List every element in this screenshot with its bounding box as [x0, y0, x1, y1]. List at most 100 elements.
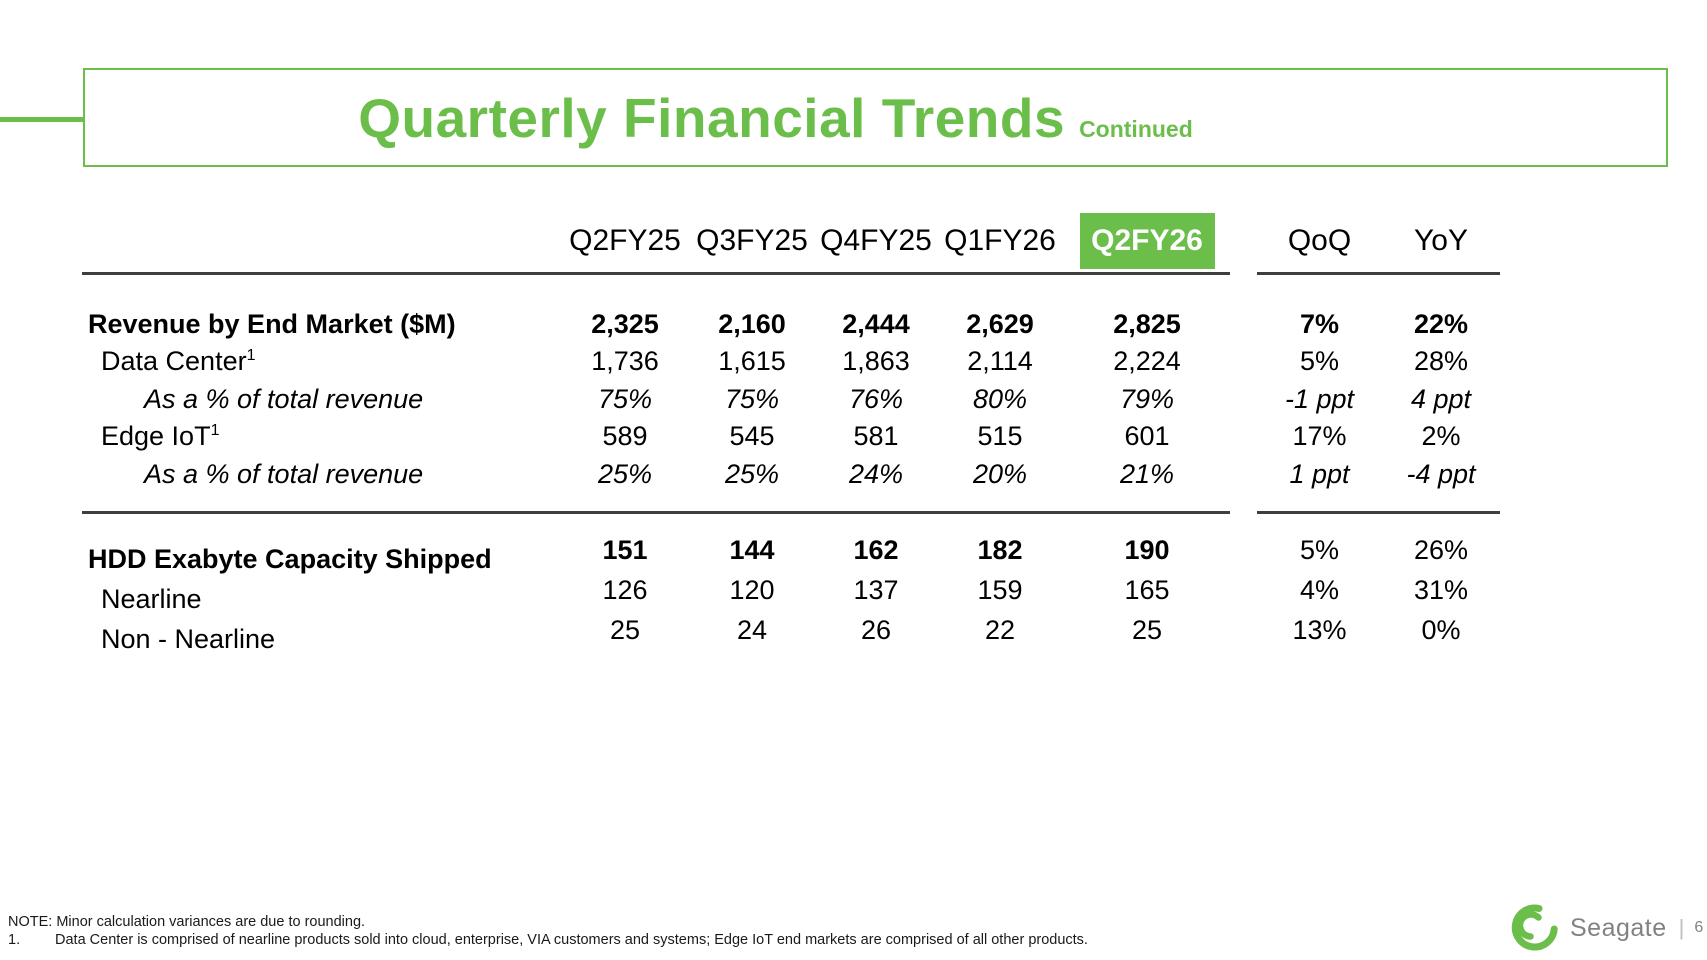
table-row: Revenue by End Market ($M) 2,325 2,160 2… [82, 305, 1500, 343]
section-divider-rule-main [82, 511, 1230, 514]
title-group: Quarterly Financial Trends Continued [85, 86, 1466, 150]
cell-value: 25% [597, 459, 653, 489]
footnote-text: Data Center is comprised of nearline pro… [55, 932, 1088, 948]
cell-yoy: 28% [1413, 346, 1469, 377]
cell-value: 1,615 [718, 346, 786, 377]
cell-yoy: 26% [1413, 534, 1469, 565]
cell-value: 126 [602, 574, 648, 605]
cell-value: 24% [848, 459, 904, 489]
table-row: HDD Exabyte Capacity Shipped 151 144 162… [82, 530, 1500, 574]
cell-qoq: 17% [1292, 421, 1347, 452]
cell-value: 144 [729, 534, 775, 565]
cell-qoq: 1 ppt [1289, 459, 1350, 489]
cell-value: 162 [853, 534, 899, 565]
cell-value: 2,325 [591, 308, 659, 339]
footnote-number: 1. [8, 932, 21, 948]
brand-block: Seagate | 6 [1510, 902, 1703, 954]
column-header-q2fy25: Q2FY25 [569, 224, 681, 258]
row-label: As a % of total revenue [144, 383, 424, 414]
cell-qoq: 7% [1299, 308, 1340, 339]
column-header-q1fy26: Q1FY26 [944, 224, 1056, 258]
cell-qoq: -1 ppt [1284, 383, 1355, 414]
exabyte-section: HDD Exabyte Capacity Shipped 151 144 162… [82, 514, 1500, 654]
cell-yoy: 22% [1413, 308, 1469, 339]
cell-qoq: 5% [1299, 346, 1340, 377]
row-label: As a % of total revenue [144, 459, 424, 489]
cell-value: 159 [977, 574, 1023, 605]
row-label: HDD Exabyte Capacity Shipped [88, 543, 492, 574]
table-row: As a % of total revenue 25% 25% 24% 20% … [82, 455, 1500, 493]
cell-value: 1,736 [591, 346, 659, 377]
table-row: Edge IoT1 589 545 581 515 601 17% 2% [82, 418, 1500, 456]
footnote-1: 1. Data Center is comprised of nearline … [8, 931, 1208, 949]
header-rule-change [1257, 272, 1500, 275]
cell-value: 2,629 [966, 308, 1034, 339]
cell-value: 20% [972, 459, 1028, 489]
cell-yoy: 4 ppt [1410, 383, 1472, 414]
cell-value: 2,114 [967, 346, 1033, 377]
cell-value: 80% [972, 383, 1028, 414]
table-row: Data Center1 1,736 1,615 1,863 2,114 2,2… [82, 343, 1500, 381]
column-header-yoy: YoY [1414, 224, 1468, 258]
cell-value: 76% [848, 383, 904, 414]
cell-value: 545 [729, 421, 775, 452]
cell-value-highlighted: 79% [1119, 383, 1175, 414]
table-header-row: Q2FY25 Q3FY25 Q4FY25 Q1FY26 Q2FY26 QoQ Y… [82, 210, 1500, 272]
page-title-suffix: Continued [1079, 115, 1193, 142]
footnotes: NOTE: Minor calculation variances are du… [8, 913, 1208, 949]
column-header-q4fy25: Q4FY25 [820, 224, 932, 258]
cell-yoy: 2% [1421, 421, 1461, 452]
cell-yoy: 31% [1413, 574, 1469, 605]
cell-value: 22 [984, 614, 1016, 645]
column-header-q3fy25: Q3FY25 [696, 224, 808, 258]
cell-value: 75% [597, 383, 653, 414]
footnote-marker: 1 [246, 347, 256, 365]
row-label: Nearline [101, 583, 202, 614]
page-separator: | [1678, 915, 1685, 940]
cell-value: 515 [977, 421, 1023, 452]
financial-table: Q2FY25 Q3FY25 Q4FY25 Q1FY26 Q2FY26 QoQ Y… [82, 210, 1500, 660]
page-title: Quarterly Financial Trends [358, 86, 1066, 149]
seagate-logo-icon [1511, 904, 1558, 951]
cell-value: 581 [853, 421, 899, 452]
revenue-section: Revenue by End Market ($M) 2,325 2,160 2… [82, 275, 1500, 493]
cell-value: 26 [860, 614, 892, 645]
cell-value-highlighted: 190 [1124, 534, 1170, 565]
cell-value: 25 [609, 614, 641, 645]
cell-value: 589 [602, 421, 648, 452]
column-header-qoq: QoQ [1287, 224, 1352, 258]
cell-value: 182 [977, 534, 1023, 565]
cell-value-highlighted: 601 [1124, 421, 1170, 452]
cell-value: 1,863 [842, 346, 910, 377]
cell-value: 151 [602, 534, 648, 565]
footnote-marker: 1 [210, 422, 220, 440]
cell-value-highlighted: 2,224 [1113, 346, 1181, 377]
cell-value-highlighted: 2,825 [1113, 308, 1181, 339]
rounding-note: NOTE: Minor calculation variances are du… [8, 914, 366, 930]
cell-value-highlighted: 21% [1119, 459, 1175, 489]
row-label: Edge IoT1 [101, 421, 220, 452]
cell-value-highlighted: 25 [1131, 614, 1163, 645]
cell-value: 24 [736, 614, 768, 645]
table-row: Non - Nearline 25 24 26 22 25 13% 0% [82, 610, 1500, 654]
cell-value: 2,160 [718, 308, 786, 339]
cell-value: 25% [724, 459, 780, 489]
cell-qoq: 4% [1299, 574, 1340, 605]
header-rule-main [82, 272, 1230, 275]
cell-yoy: 0% [1421, 614, 1461, 645]
row-label: Non - Nearline [101, 623, 276, 654]
highlighted-quarter-badge: Q2FY26 [1079, 213, 1215, 269]
cell-qoq: 13% [1292, 614, 1347, 645]
cell-value: 120 [729, 574, 775, 605]
cell-value: 2,444 [842, 308, 910, 339]
column-header-q2fy26-highlight: Q2FY26 [1062, 210, 1232, 272]
title-accent-line [0, 117, 85, 122]
table-row: As a % of total revenue 75% 75% 76% 80% … [82, 380, 1500, 418]
row-label: Data Center1 [101, 346, 256, 377]
section-divider-rule-change [1257, 511, 1500, 514]
table-row: Nearline 126 120 137 159 165 4% 31% [82, 570, 1500, 614]
cell-value: 137 [853, 574, 899, 605]
row-label: Revenue by End Market ($M) [88, 308, 456, 339]
cell-yoy: -4 ppt [1406, 459, 1476, 489]
